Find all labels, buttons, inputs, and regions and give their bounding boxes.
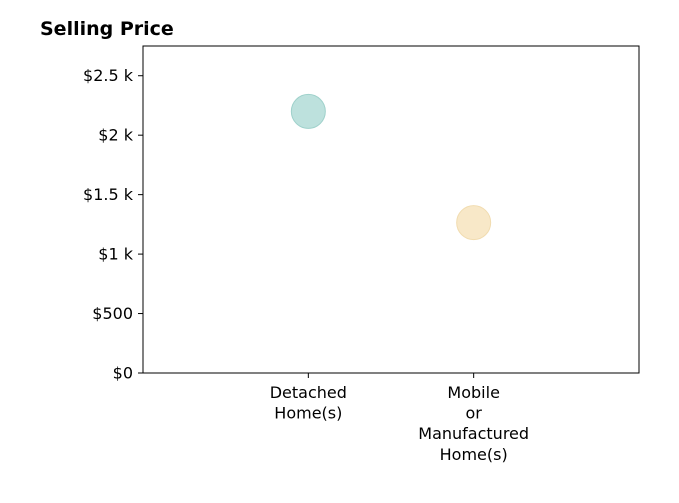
y-tick-label: $500	[92, 304, 133, 323]
data-points	[290, 93, 492, 241]
chart-title: Selling Price	[40, 18, 174, 40]
plot-frame	[142, 45, 640, 374]
x-axis: Detached Home(s) Mobile or Manufactured Home(…	[270, 373, 529, 464]
data-point	[290, 93, 326, 129]
x-tick-label: Detached Home(s)	[270, 383, 347, 423]
y-axis: $0 $500 $1 k $1.5 k $2 k $2.5 k	[83, 66, 143, 383]
x-tick-label: Mobile or Manufactured Home(s)	[418, 383, 529, 464]
data-point	[456, 205, 492, 241]
y-tick-label: $2.5 k	[83, 66, 134, 85]
y-tick-label: $1.5 k	[83, 185, 134, 204]
y-tick-label: $2 k	[98, 126, 133, 145]
y-tick-label: $1 k	[98, 245, 133, 264]
y-tick-label: $0	[113, 364, 133, 383]
